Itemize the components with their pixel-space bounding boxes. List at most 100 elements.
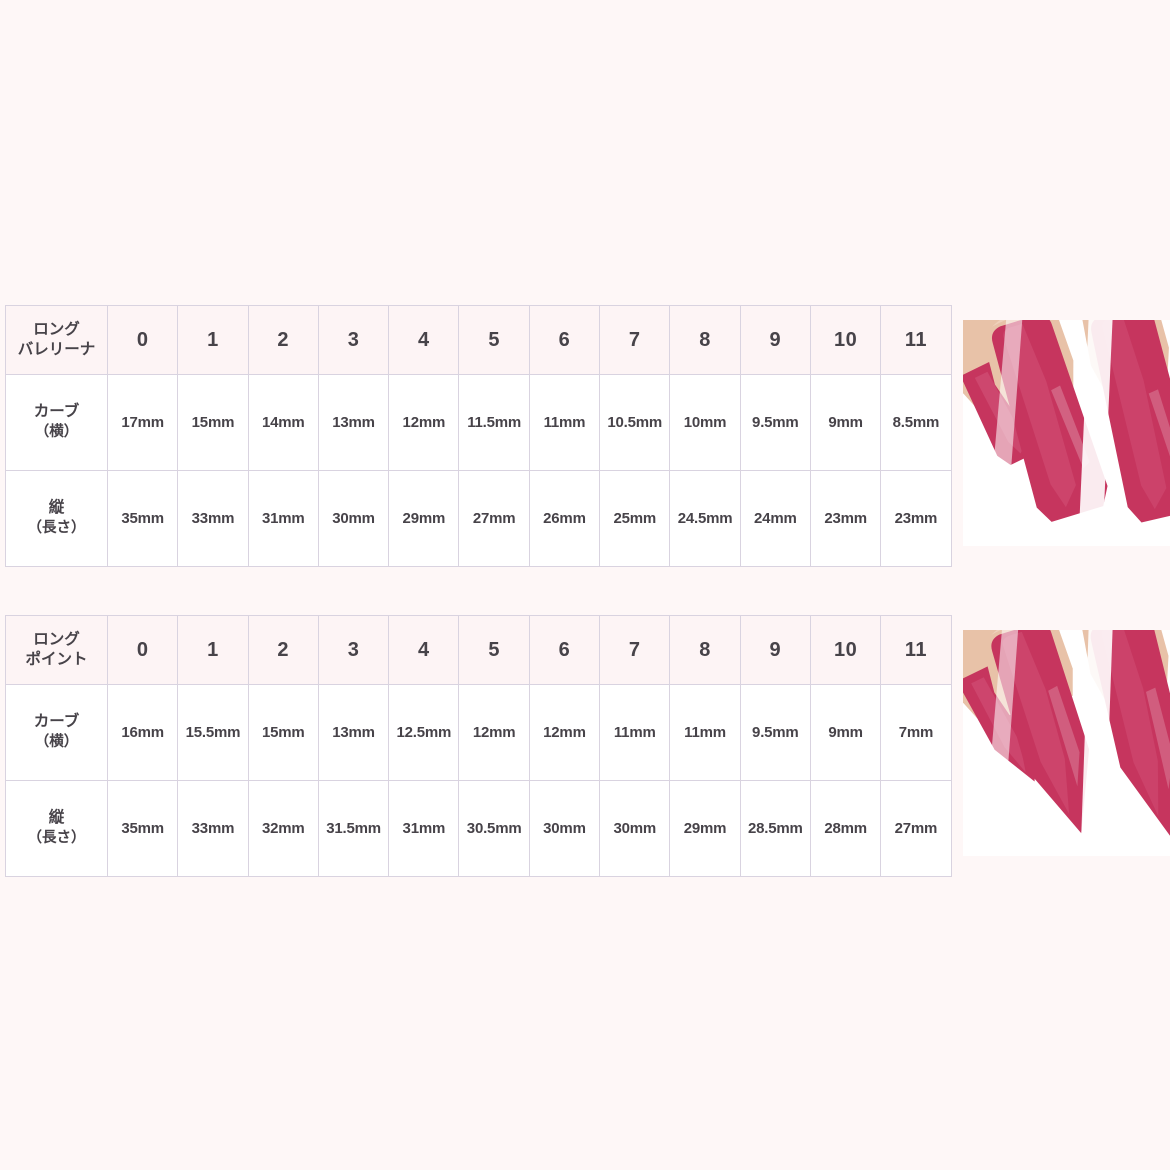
cell-curve-4: 12.5mm xyxy=(388,684,460,781)
size-chart-block-long-ballerina: ロング バレリーナ 0 1 2 3 4 5 6 7 8 9 10 11 xyxy=(0,305,1170,567)
cell-length-11: 23mm xyxy=(880,470,952,567)
size-header-3: 3 xyxy=(317,305,390,375)
cell-length-7: 25mm xyxy=(599,470,671,567)
cell-length-3: 31.5mm xyxy=(317,780,390,877)
cell-length-6: 30mm xyxy=(528,780,601,877)
shape-name-line1: ロング xyxy=(33,630,80,648)
long-ballerina-nail-illustration xyxy=(962,320,1170,546)
size-header-11: 11 xyxy=(880,615,952,685)
long-point-nail-photo xyxy=(962,630,1170,856)
row-label-curve: カーブ （横） xyxy=(5,684,108,781)
cell-length-6: 26mm xyxy=(528,470,601,567)
table-row-curve: カーブ （横） 17mm 15mm 14mm 13mm 12mm 11.5mm … xyxy=(5,374,952,471)
row-label-line2: （横） xyxy=(34,424,79,441)
cell-curve-3: 13mm xyxy=(317,374,390,471)
size-header-0: 0 xyxy=(106,305,179,375)
cell-length-4: 31mm xyxy=(388,780,460,877)
cell-curve-9: 9.5mm xyxy=(739,684,811,781)
size-header-9: 9 xyxy=(739,615,811,685)
cell-curve-4: 12mm xyxy=(388,374,460,471)
size-header-6: 6 xyxy=(528,615,601,685)
row-label-line2: （長さ） xyxy=(27,830,86,847)
size-header-6: 6 xyxy=(528,305,601,375)
cell-curve-6: 12mm xyxy=(528,684,601,781)
row-label-line2: （横） xyxy=(34,734,79,751)
size-header-4: 4 xyxy=(388,305,460,375)
row-label-line1: カーブ xyxy=(33,403,80,421)
cell-curve-10: 9mm xyxy=(809,684,882,781)
size-header-8: 8 xyxy=(669,305,741,375)
cell-length-5: 30.5mm xyxy=(458,780,530,877)
size-header-5: 5 xyxy=(458,305,530,375)
cell-length-2: 32mm xyxy=(247,780,319,877)
size-header-3: 3 xyxy=(317,615,390,685)
size-header-2: 2 xyxy=(247,305,319,375)
row-label-line1: 縦 xyxy=(48,809,65,827)
shape-name-header: ロング ポイント xyxy=(5,615,108,685)
size-header-8: 8 xyxy=(669,615,741,685)
cell-curve-5: 12mm xyxy=(458,684,530,781)
table-row-length: 縦 （長さ） 35mm 33mm 31mm 30mm 29mm 27mm 26m… xyxy=(5,470,952,567)
cell-curve-0: 17mm xyxy=(106,374,179,471)
cell-length-11: 27mm xyxy=(880,780,952,877)
shape-name-line1: ロング xyxy=(33,320,80,338)
cell-length-0: 35mm xyxy=(106,470,179,567)
row-label-curve: カーブ （横） xyxy=(5,374,108,471)
cell-length-2: 31mm xyxy=(247,470,319,567)
table-row-length: 縦 （長さ） 35mm 33mm 32mm 31.5mm 31mm 30.5mm… xyxy=(5,780,952,877)
cell-curve-2: 15mm xyxy=(247,684,319,781)
row-label-line1: カーブ xyxy=(33,713,80,731)
cell-length-10: 23mm xyxy=(809,470,882,567)
cell-length-8: 29mm xyxy=(669,780,741,877)
size-header-11: 11 xyxy=(880,305,952,375)
cell-length-3: 30mm xyxy=(317,470,390,567)
size-table-long-ballerina: ロング バレリーナ 0 1 2 3 4 5 6 7 8 9 10 11 xyxy=(5,305,952,567)
cell-curve-10: 9mm xyxy=(809,374,882,471)
cell-curve-6: 11mm xyxy=(528,374,601,471)
cell-length-7: 30mm xyxy=(599,780,671,877)
cell-curve-1: 15.5mm xyxy=(177,684,249,781)
cell-curve-8: 10mm xyxy=(669,374,741,471)
size-header-5: 5 xyxy=(458,615,530,685)
cell-curve-9: 9.5mm xyxy=(739,374,811,471)
row-label-line1: 縦 xyxy=(48,499,65,517)
row-label-length: 縦 （長さ） xyxy=(5,470,108,567)
cell-length-5: 27mm xyxy=(458,470,530,567)
cell-curve-2: 14mm xyxy=(247,374,319,471)
cell-length-1: 33mm xyxy=(177,470,249,567)
table-header-row: ロング バレリーナ 0 1 2 3 4 5 6 7 8 9 10 11 xyxy=(5,305,952,375)
cell-curve-11: 8.5mm xyxy=(880,374,952,471)
size-header-0: 0 xyxy=(106,615,179,685)
cell-curve-0: 16mm xyxy=(106,684,179,781)
cell-curve-7: 10.5mm xyxy=(599,374,671,471)
shape-name-line2: ポイント xyxy=(25,651,88,668)
row-label-length: 縦 （長さ） xyxy=(5,780,108,877)
size-header-9: 9 xyxy=(739,305,811,375)
size-chart-block-long-point: ロング ポイント 0 1 2 3 4 5 6 7 8 9 10 11 xyxy=(0,615,1170,877)
cell-curve-1: 15mm xyxy=(177,374,249,471)
cell-length-8: 24.5mm xyxy=(669,470,741,567)
cell-length-9: 28.5mm xyxy=(739,780,811,877)
size-header-4: 4 xyxy=(388,615,460,685)
cell-length-10: 28mm xyxy=(809,780,882,877)
cell-curve-7: 11mm xyxy=(599,684,671,781)
shape-name-header: ロング バレリーナ xyxy=(5,305,108,375)
row-label-line2: （長さ） xyxy=(27,520,86,537)
size-header-10: 10 xyxy=(809,305,882,375)
cell-curve-11: 7mm xyxy=(880,684,952,781)
table-header-row: ロング ポイント 0 1 2 3 4 5 6 7 8 9 10 11 xyxy=(5,615,952,685)
cell-length-1: 33mm xyxy=(177,780,249,877)
cell-curve-8: 11mm xyxy=(669,684,741,781)
long-ballerina-nail-photo xyxy=(962,320,1170,546)
size-header-7: 7 xyxy=(599,615,671,685)
table-row-curve: カーブ （横） 16mm 15.5mm 15mm 13mm 12.5mm 12m… xyxy=(5,684,952,781)
shape-name-line2: バレリーナ xyxy=(17,341,96,358)
cell-curve-3: 13mm xyxy=(317,684,390,781)
size-table-long-point: ロング ポイント 0 1 2 3 4 5 6 7 8 9 10 11 xyxy=(5,615,952,877)
size-header-1: 1 xyxy=(177,615,249,685)
size-header-1: 1 xyxy=(177,305,249,375)
cell-length-0: 35mm xyxy=(106,780,179,877)
cell-length-9: 24mm xyxy=(739,470,811,567)
long-point-nail-illustration xyxy=(962,630,1170,856)
